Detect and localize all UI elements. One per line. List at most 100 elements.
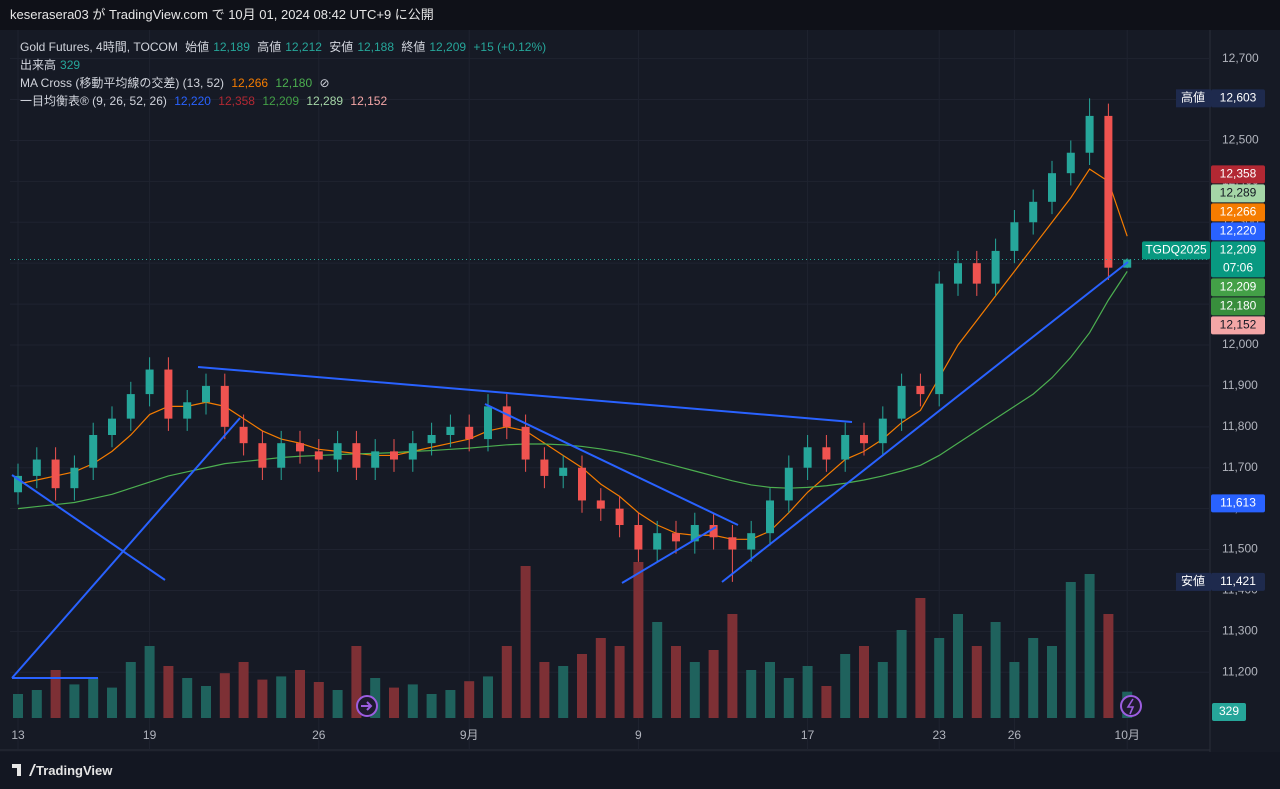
volume-bar: [614, 646, 625, 718]
volume-bar: [896, 630, 907, 718]
candle-body: [803, 447, 812, 468]
badge-prefix-bg: [1176, 89, 1211, 108]
price-badge-label: 12,152: [1220, 318, 1257, 332]
price-badge: [1211, 297, 1265, 316]
candle-body: [935, 283, 944, 395]
volume-bar: [219, 673, 230, 718]
candle-body: [653, 533, 662, 550]
price-badge-label: 12,180: [1220, 299, 1257, 313]
candle-body: [183, 402, 192, 419]
volume-bar: [370, 678, 381, 718]
candle-body: [878, 418, 887, 444]
candle-body: [427, 435, 436, 444]
volume-bar: [746, 670, 757, 718]
y-tick-label: 11,300: [1222, 624, 1258, 638]
candle-body: [991, 250, 1000, 284]
y-tick-label: 12,700: [1222, 51, 1259, 65]
ma-icon[interactable]: ⊘: [319, 76, 330, 90]
symbol: Gold Futures, 4時間, TOCOM: [20, 40, 178, 54]
volume-bar: [708, 650, 719, 718]
price-badge: [1211, 203, 1265, 222]
volume-bar: [407, 684, 418, 718]
volume-bar: [539, 662, 550, 718]
change: +15 (+0.12%): [473, 40, 547, 54]
ichimoku-label: 一目均衡表® (9, 26, 52, 26): [20, 94, 167, 108]
volume-bar: [501, 646, 512, 718]
candle-body: [747, 533, 756, 550]
y-tick-label: 12,000: [1222, 337, 1259, 351]
price-badge-label: 12,209: [1220, 280, 1257, 294]
volume-bar: [125, 662, 136, 718]
ohlc-value: 12,189: [213, 40, 250, 54]
volume-bar: [859, 646, 869, 718]
price-badge-label: 12,358: [1220, 167, 1257, 181]
volume-bar: [934, 638, 945, 718]
volume-bar: [426, 694, 437, 718]
ohlc-label: 高値: [257, 40, 282, 54]
ohlc-value: 12,212: [285, 40, 322, 54]
candle-body: [1104, 115, 1113, 268]
volume-bar: [765, 662, 775, 718]
volume-bar: [595, 638, 606, 718]
ichimoku-value: 12,209: [262, 94, 300, 108]
volume-bar: [783, 678, 794, 718]
candle-body: [108, 418, 116, 435]
candle-body: [728, 537, 737, 550]
x-tick-label: 19: [143, 728, 157, 742]
price-badge: [1211, 316, 1265, 335]
price-badge-label: 12,266: [1220, 205, 1257, 219]
candle-body: [1048, 173, 1056, 202]
candle-body: [390, 451, 398, 460]
candle-body: [202, 385, 210, 403]
candle-body: [972, 263, 981, 284]
event-icon[interactable]: [1120, 695, 1142, 717]
volume-bar: [13, 694, 23, 718]
ohlc-value: 12,188: [357, 40, 395, 54]
price-badge: [1211, 222, 1265, 241]
price-badge-label: 12,289: [1220, 186, 1257, 200]
price-badge-countdown: 07:06: [1223, 261, 1253, 275]
candle-body: [502, 406, 511, 427]
price-badge: [1211, 494, 1265, 513]
x-tick-label: 13: [11, 728, 25, 742]
price-badge: [1211, 165, 1265, 184]
volume-bar: [1047, 646, 1057, 718]
ichimoku-value: 12,220: [174, 94, 211, 108]
volume-bar: [990, 622, 1001, 718]
candle-body: [70, 467, 79, 489]
price-badge-label: 12,209: [1220, 243, 1257, 257]
volume-bar: [1065, 582, 1076, 718]
candle-body: [465, 426, 474, 440]
price-badge: [1211, 278, 1265, 297]
candle-body: [446, 426, 455, 435]
volume-label: 出来高: [20, 58, 57, 72]
footer: TradingView: [0, 752, 1280, 789]
candle-body: [1010, 222, 1019, 251]
ma-value: 12,180: [275, 76, 313, 90]
volume-bar: [1009, 662, 1020, 718]
volume-bar: [257, 679, 268, 718]
volume-bar: [727, 614, 738, 718]
candle-body: [954, 263, 962, 284]
ma-label: MA Cross (移動平均線の交差) (13, 52): [20, 76, 225, 90]
volume-bar: [464, 681, 475, 718]
candle-body: [277, 443, 286, 468]
x-tick-label: 10月: [1115, 728, 1140, 742]
x-tick-label: 9月: [460, 728, 479, 742]
trend-line: [621, 526, 717, 584]
volume-bar: [915, 598, 926, 718]
ichimoku-value: 12,289: [306, 94, 344, 108]
candle-body: [521, 426, 530, 460]
volume-bar: [50, 670, 61, 718]
candle-body: [822, 447, 831, 460]
candle-body: [672, 533, 680, 542]
price-badge: [1211, 184, 1265, 203]
x-tick-label: 26: [312, 728, 326, 742]
trend-line: [721, 261, 1129, 583]
brand-logo: [12, 764, 36, 776]
event-icons[interactable]: [356, 695, 1142, 717]
volume-bar: [483, 676, 493, 718]
candle-body: [239, 426, 248, 444]
candle-body: [1085, 115, 1094, 153]
legend: Gold Futures, 4時間, TOCOM 始値 12,189 高値 12,2…: [20, 38, 550, 110]
